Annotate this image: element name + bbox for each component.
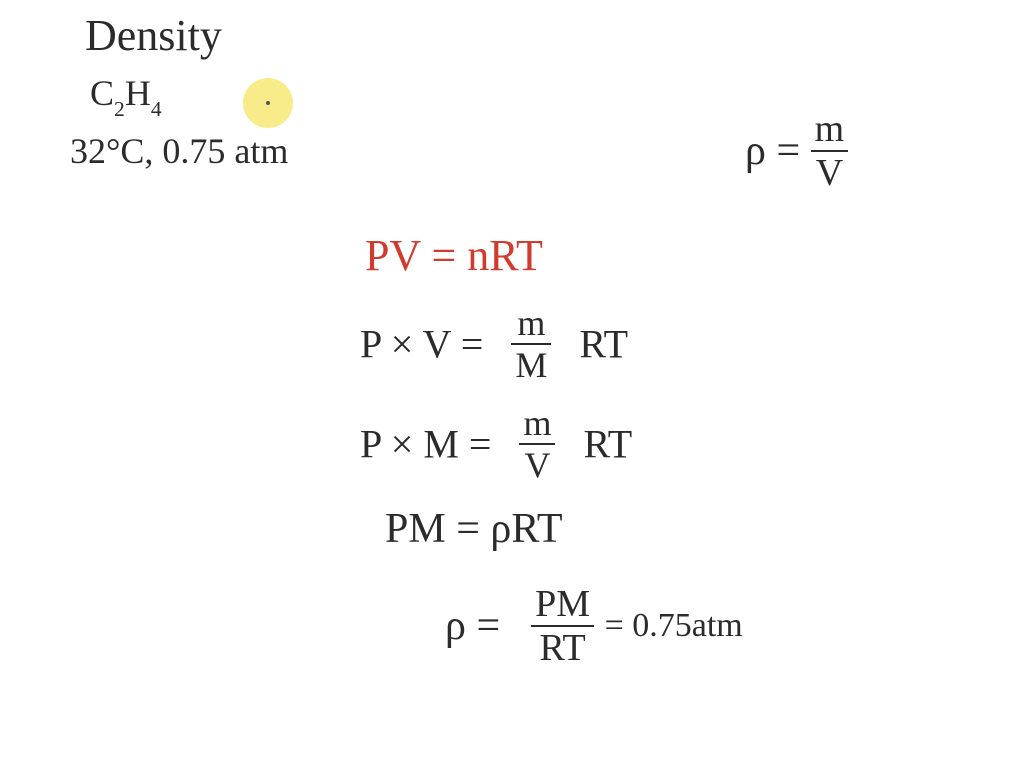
eq5-num: PM xyxy=(531,585,594,627)
eq3-rhs: RT xyxy=(583,422,632,467)
eq2-lhs: P × V = xyxy=(360,322,483,367)
density-num: m xyxy=(811,110,849,152)
eq3-num: m xyxy=(519,405,555,445)
formula: C2H4 xyxy=(90,72,162,119)
equation-3: P × M = m V RT xyxy=(360,405,632,483)
conditions: 32°C, 0.75 atm xyxy=(70,130,288,172)
eq3-den: V xyxy=(519,445,555,483)
eq2-den: M xyxy=(511,345,551,383)
equation-5: ρ = PM RT = 0.75atm xyxy=(445,585,743,667)
eq5-lhs: ρ = xyxy=(445,603,500,649)
eq3-frac: m V xyxy=(519,405,555,483)
eq2-rhs: RT xyxy=(579,322,628,367)
title: Density xyxy=(85,10,222,61)
eq2-frac: m M xyxy=(511,305,551,383)
eq5-rhs: = 0.75atm xyxy=(605,607,743,644)
eq2-num: m xyxy=(511,305,551,345)
equation-4: PM = ρRT xyxy=(385,505,563,553)
eq5-den: RT xyxy=(531,627,594,667)
eq3-lhs: P × M = xyxy=(360,422,491,467)
density-den: V xyxy=(811,152,849,192)
density-frac: m V xyxy=(811,110,849,192)
density-lhs: ρ = xyxy=(745,128,800,174)
eq5-frac: PM RT xyxy=(531,585,594,667)
density-definition: ρ = m V xyxy=(745,110,848,192)
cursor-dot xyxy=(266,101,270,105)
equation-2: P × V = m M RT xyxy=(360,305,628,383)
ideal-gas-law: PV = nRT xyxy=(365,230,543,281)
